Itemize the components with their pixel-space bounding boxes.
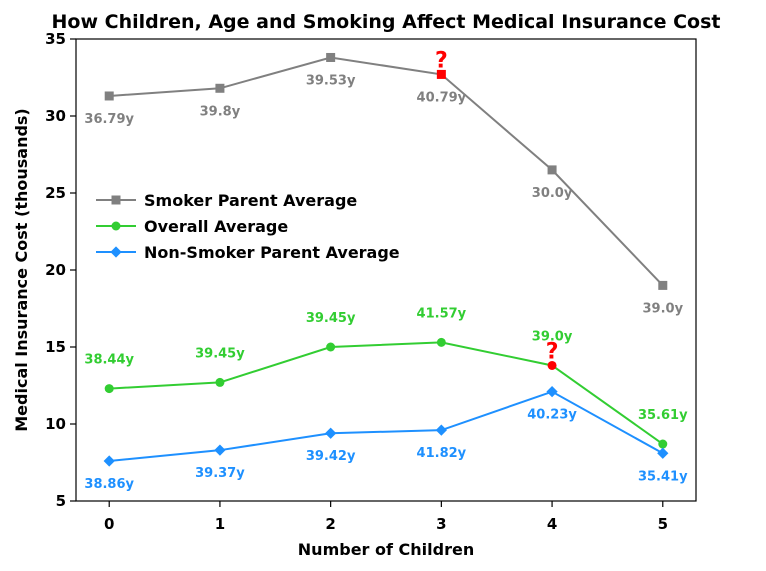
data-point [325,427,337,439]
y-tick-label: 20 [45,261,66,279]
data-label: 40.23y [527,408,577,423]
data-label: 40.79y [417,90,467,105]
data-point [104,91,114,101]
series-line [109,341,664,445]
plot-area: 0 1 2 3 4 5 5 10 15 20 25 30 35 36.79y 39.8y 39.53y 40.7… [45,30,697,533]
legend-marker [111,195,121,205]
data-point [435,424,447,436]
annotation-question-mark: ? [435,48,448,73]
x-tick-label: 5 [658,515,668,533]
annotation-question-mark: ? [546,339,559,364]
data-label: 39.0y [643,301,684,316]
data-label: 38.86y [84,477,134,492]
data-label: 35.41y [638,469,688,484]
data-point [547,165,557,175]
y-tick-label: 25 [45,184,66,202]
y-axis-label: Medical Insurance Cost (thousands) [12,108,31,432]
y-tick-label: 35 [45,30,66,48]
data-label: 39.8y [200,104,241,119]
x-tick-label: 4 [547,515,557,533]
legend-label: Non-Smoker Parent Average [144,243,400,262]
data-point [214,444,226,456]
data-point [215,377,225,387]
data-point [547,360,557,370]
x-tick-label: 2 [325,515,335,533]
x-tick-label: 3 [436,515,446,533]
data-label: 39.53y [306,73,356,88]
data-label: 39.42y [306,449,356,464]
data-label: 38.44y [84,353,134,368]
legend-label: Overall Average [144,217,288,236]
chart-title: How Children, Age and Smoking Affect Med… [52,11,721,33]
data-point [658,280,668,290]
y-tick-label: 15 [45,338,66,356]
data-point [436,337,446,347]
data-label: 39.37y [195,466,245,481]
data-point [103,455,115,467]
data-point [104,384,114,394]
legend-marker [110,246,122,258]
y-tick-label: 30 [45,107,66,125]
y-tick-label: 10 [45,415,66,433]
data-point [657,447,669,459]
data-label: 35.61y [638,408,688,423]
series-line [109,390,664,462]
legend: Smoker Parent Average Overall Average Non-… [96,191,400,262]
data-point [326,52,336,62]
legend-marker [111,221,121,231]
data-label: 41.82y [417,446,467,461]
data-label: 39.45y [306,311,356,326]
x-tick-label: 0 [104,515,114,533]
data-point [326,342,336,352]
data-label: 41.57y [417,306,467,321]
series-line [109,56,664,287]
data-label: 30.0y [532,186,573,201]
data-point [658,439,668,449]
legend-label: Smoker Parent Average [144,191,357,210]
data-point [215,83,225,93]
data-label: 36.79y [84,112,134,127]
y-tick-label: 5 [56,492,66,510]
data-point [436,69,446,79]
data-label: 39.0y [532,329,573,344]
data-point [546,386,558,398]
x-tick-label: 1 [215,515,225,533]
x-axis-label: Number of Children [298,540,474,559]
data-label: 39.45y [195,346,245,361]
